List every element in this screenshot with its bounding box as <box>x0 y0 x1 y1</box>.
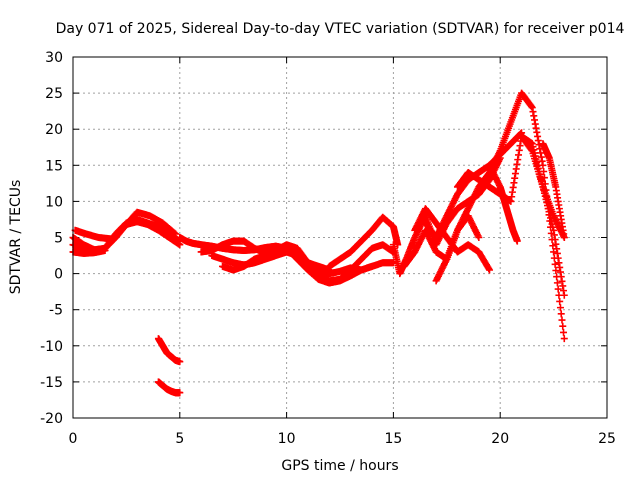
series-track-3 <box>71 208 180 243</box>
data-point <box>513 237 521 245</box>
data-point <box>172 230 180 238</box>
grid-lines <box>73 57 607 418</box>
data-point <box>556 297 564 305</box>
series-track-4 <box>69 246 109 257</box>
y-tick-label: 5 <box>54 231 63 247</box>
x-tick-label: 10 <box>278 431 296 447</box>
data-point <box>486 266 494 274</box>
data-point <box>558 316 566 324</box>
y-tick-label: -20 <box>40 411 63 427</box>
y-axis-label: SDTVAR / TECUs <box>8 180 24 295</box>
series-track-20 <box>539 140 568 241</box>
data-point <box>176 389 184 397</box>
x-axis-label: GPS time / hours <box>281 458 398 474</box>
data-points <box>69 89 568 397</box>
data-point <box>560 335 568 343</box>
series-track-11 <box>325 213 402 270</box>
y-tick-label: 20 <box>45 122 63 138</box>
x-tick-label: 15 <box>384 431 402 447</box>
y-tick-label: 25 <box>45 86 63 102</box>
data-point <box>559 322 567 330</box>
data-point <box>551 260 559 268</box>
data-point <box>556 304 564 312</box>
chart-title: Day 071 of 2025, Sidereal Day-to-day VTE… <box>56 21 625 37</box>
data-point <box>552 267 560 275</box>
data-point <box>101 246 109 254</box>
y-tick-label: -5 <box>49 303 63 319</box>
data-point <box>560 328 568 336</box>
data-point <box>557 310 565 318</box>
x-tick-label: 20 <box>491 431 509 447</box>
y-tick-label: 0 <box>54 267 63 283</box>
x-tick-label: 0 <box>69 431 78 447</box>
x-tick-label: 25 <box>598 431 616 447</box>
series-track-16 <box>432 89 568 343</box>
series-track-6 <box>154 378 184 397</box>
y-tick-label: -15 <box>40 375 63 391</box>
data-point <box>368 262 376 270</box>
x-tick-label: 5 <box>175 431 184 447</box>
data-point <box>475 234 483 241</box>
axis-ticks: 0 5 10 15 20 25 -20 -15 -10 -5 0 5 10 15 20 25 30 <box>40 50 616 447</box>
data-point <box>554 285 562 293</box>
plot-frame <box>72 56 608 419</box>
series-track-5 <box>154 335 184 366</box>
data-point <box>553 279 561 287</box>
y-tick-label: 15 <box>45 158 63 174</box>
y-tick-label: 10 <box>45 194 63 210</box>
y-tick-label: 30 <box>45 50 63 66</box>
data-point <box>560 291 568 299</box>
y-tick-label: -10 <box>40 339 63 355</box>
series-track-10 <box>219 241 397 285</box>
data-point <box>176 241 184 249</box>
series-track-18 <box>486 161 521 245</box>
data-point <box>560 234 568 241</box>
data-point <box>176 358 184 366</box>
